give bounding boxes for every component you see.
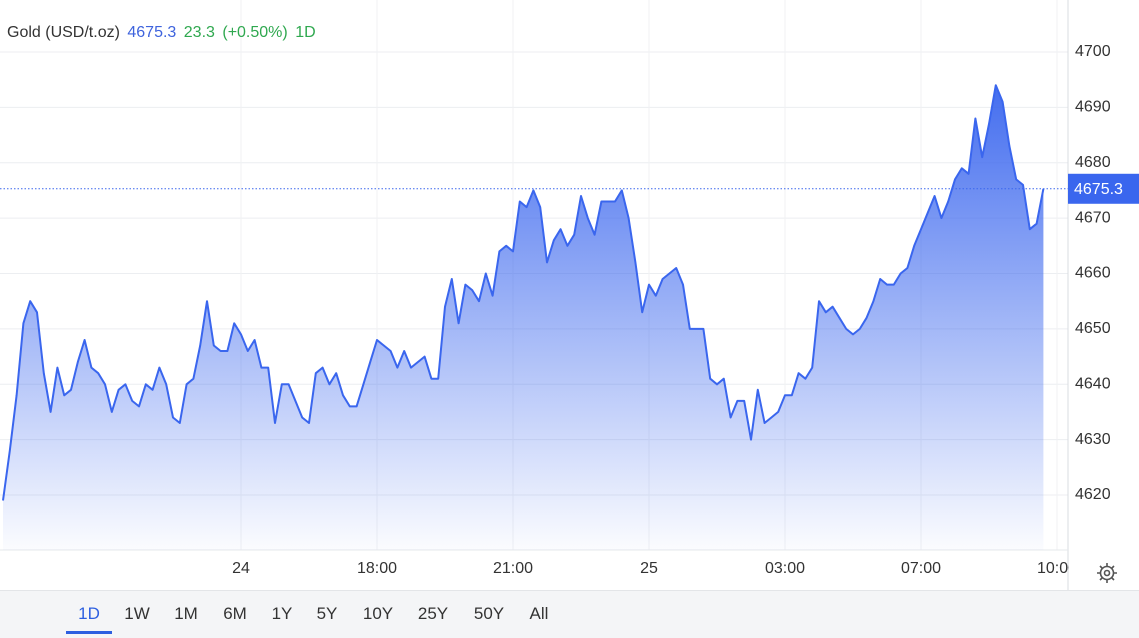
x-tick-label: 03:00 bbox=[765, 560, 805, 577]
x-tick-label: 24 bbox=[232, 560, 250, 577]
settings-icon[interactable] bbox=[1097, 563, 1117, 583]
instrument-name: Gold (USD/t.oz) bbox=[7, 24, 120, 41]
range-button[interactable]: 25Y bbox=[417, 604, 449, 623]
y-tick-label: 4680 bbox=[1075, 154, 1111, 171]
range-button[interactable]: 1D bbox=[78, 604, 100, 623]
x-tick-label: 25 bbox=[640, 560, 658, 577]
x-tick-label: 21:00 bbox=[493, 560, 533, 577]
x-tick-label: 07:00 bbox=[901, 560, 941, 577]
y-tick-label: 4660 bbox=[1075, 265, 1111, 282]
y-tick-label: 4620 bbox=[1075, 486, 1111, 503]
chart: 4620 4630 4640 4650 4660 4670 4680 4690 4700 24 18… bbox=[0, 0, 1139, 590]
change: 23.3 bbox=[183, 24, 215, 41]
active-underline bbox=[66, 631, 112, 634]
price-tag bbox=[1068, 173, 1139, 204]
range-button[interactable]: 10Y bbox=[362, 604, 394, 623]
range-button[interactable]: 50Y bbox=[473, 604, 505, 623]
y-tick-label: 4640 bbox=[1075, 375, 1111, 392]
range-button[interactable]: 1M bbox=[174, 604, 198, 623]
y-tick-label: 4650 bbox=[1075, 320, 1111, 337]
line bbox=[2, 84, 1045, 501]
x-tick-label: 18:00 bbox=[357, 560, 397, 577]
range-button[interactable]: 1W bbox=[124, 604, 150, 623]
y-tick-label: 4670 bbox=[1075, 209, 1111, 226]
change-percent: (+0.50%) bbox=[222, 24, 288, 41]
price-tag-label: 4675.3 bbox=[1074, 181, 1123, 198]
x-tick-label: 10:00 bbox=[1037, 560, 1077, 577]
header: Gold (USD/t.oz) 4675.3 23.3 (+0.50%) 1D bbox=[7, 24, 319, 42]
range-button[interactable]: All bbox=[529, 604, 549, 623]
y-tick-label: 4700 bbox=[1075, 43, 1111, 60]
range-button[interactable]: 5Y bbox=[316, 604, 338, 623]
y-tick-label: 4690 bbox=[1075, 99, 1111, 116]
period: 1D bbox=[295, 24, 316, 41]
labels: 4620 4630 4640 4650 4660 4670 4680 4690 4700 24 18… bbox=[232, 43, 1139, 577]
x-labels: 24 18:00 21:00 25 03:00 07:00 10:00 bbox=[232, 560, 1077, 577]
price: 4675.3 bbox=[127, 24, 177, 41]
y-tick-label: 4630 bbox=[1075, 431, 1111, 448]
plot bbox=[0, 84, 1068, 550]
area bbox=[3, 85, 1044, 550]
range-button[interactable]: 6M bbox=[223, 604, 247, 623]
range-bar: 1D 1W 1M 6M 1Y 5Y 10Y 25Y 50Y All bbox=[0, 590, 1139, 638]
range-button[interactable]: 1Y bbox=[271, 604, 293, 623]
